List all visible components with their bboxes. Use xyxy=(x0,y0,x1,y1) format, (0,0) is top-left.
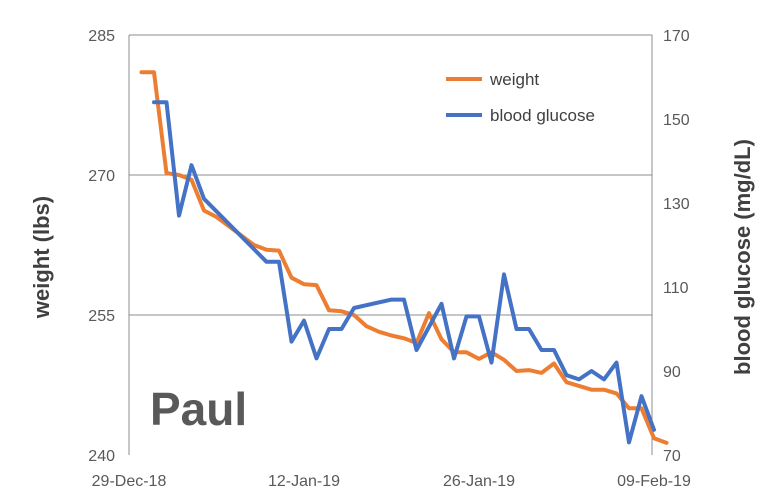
gridlines xyxy=(129,34,652,316)
y-left-axis-title: weight (lbs) xyxy=(29,196,54,319)
y-left-tick-label: 285 xyxy=(88,28,115,45)
x-axis-ticks: 29-Dec-18 12-Jan-19 26-Jan-19 09-Feb-19 xyxy=(92,473,691,490)
legend: weight blood glucose xyxy=(446,70,595,125)
legend-label-weight: weight xyxy=(489,70,539,89)
y-right-tick-label: 130 xyxy=(663,196,690,213)
legend-label-blood-glucose: blood glucose xyxy=(490,106,595,125)
y-right-tick-label: 70 xyxy=(663,448,681,465)
x-tick-label: 12-Jan-19 xyxy=(268,473,340,490)
x-tick-label: 29-Dec-18 xyxy=(92,473,167,490)
y-left-tick-label: 270 xyxy=(88,168,115,185)
axes xyxy=(128,35,653,455)
y-right-tick-label: 110 xyxy=(663,280,689,297)
y-left-tick-label: 240 xyxy=(88,448,115,465)
y-left-tick-label: 255 xyxy=(88,308,115,325)
chart-annotation: Paul xyxy=(150,383,247,435)
series-layer xyxy=(139,70,669,445)
right-axis-ticks: 70 90 110 130 150 170 xyxy=(663,28,690,465)
y-right-axis-title: blood glucose (mg/dL) xyxy=(730,139,755,375)
y-right-tick-label: 90 xyxy=(663,364,681,381)
series-line-blood-glucose xyxy=(152,100,656,445)
y-right-tick-label: 170 xyxy=(663,28,690,45)
left-axis-ticks: 240 255 270 285 xyxy=(88,28,115,465)
x-tick-label: 09-Feb-19 xyxy=(617,473,691,490)
y-right-tick-label: 150 xyxy=(663,112,690,129)
x-tick-label: 26-Jan-19 xyxy=(443,473,515,490)
